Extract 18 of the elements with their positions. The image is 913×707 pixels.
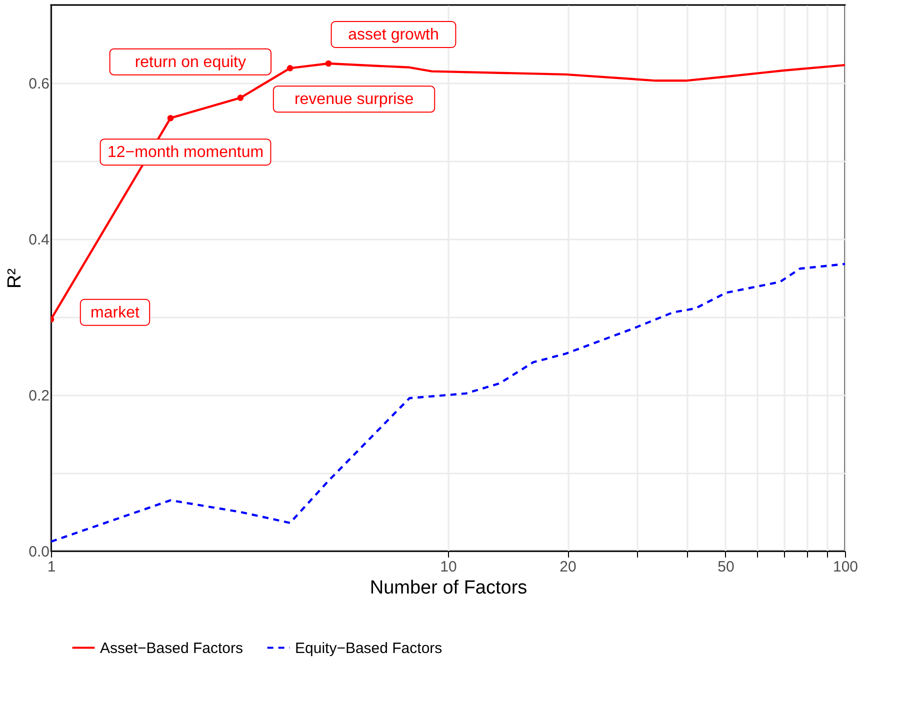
legend-label: Equity−Based Factors bbox=[295, 640, 442, 657]
y-tick-label: 0.6 bbox=[28, 76, 50, 92]
y-tick-label: 0.0 bbox=[28, 544, 50, 560]
y-axis-title: R² bbox=[4, 268, 26, 289]
y-tick-label: 0.4 bbox=[28, 232, 50, 248]
annotation: market bbox=[90, 304, 140, 322]
annotation: revenue surprise bbox=[294, 91, 414, 108]
legend-label: Asset−Based Factors bbox=[100, 640, 243, 657]
annotation: 12−month momentum bbox=[107, 144, 264, 162]
x-tick-label: 20 bbox=[560, 558, 576, 576]
x-tick-label: 50 bbox=[718, 558, 734, 576]
annotation: return on equity bbox=[134, 54, 246, 71]
x-tick-label: 100 bbox=[832, 558, 858, 576]
y-tick-label: 0.2 bbox=[28, 388, 50, 404]
x-tick-label: 1 bbox=[47, 558, 56, 576]
x-tick-label: 10 bbox=[440, 558, 457, 576]
annotation: asset growth bbox=[348, 26, 439, 44]
x-axis-title: Number of Factors bbox=[370, 578, 528, 598]
